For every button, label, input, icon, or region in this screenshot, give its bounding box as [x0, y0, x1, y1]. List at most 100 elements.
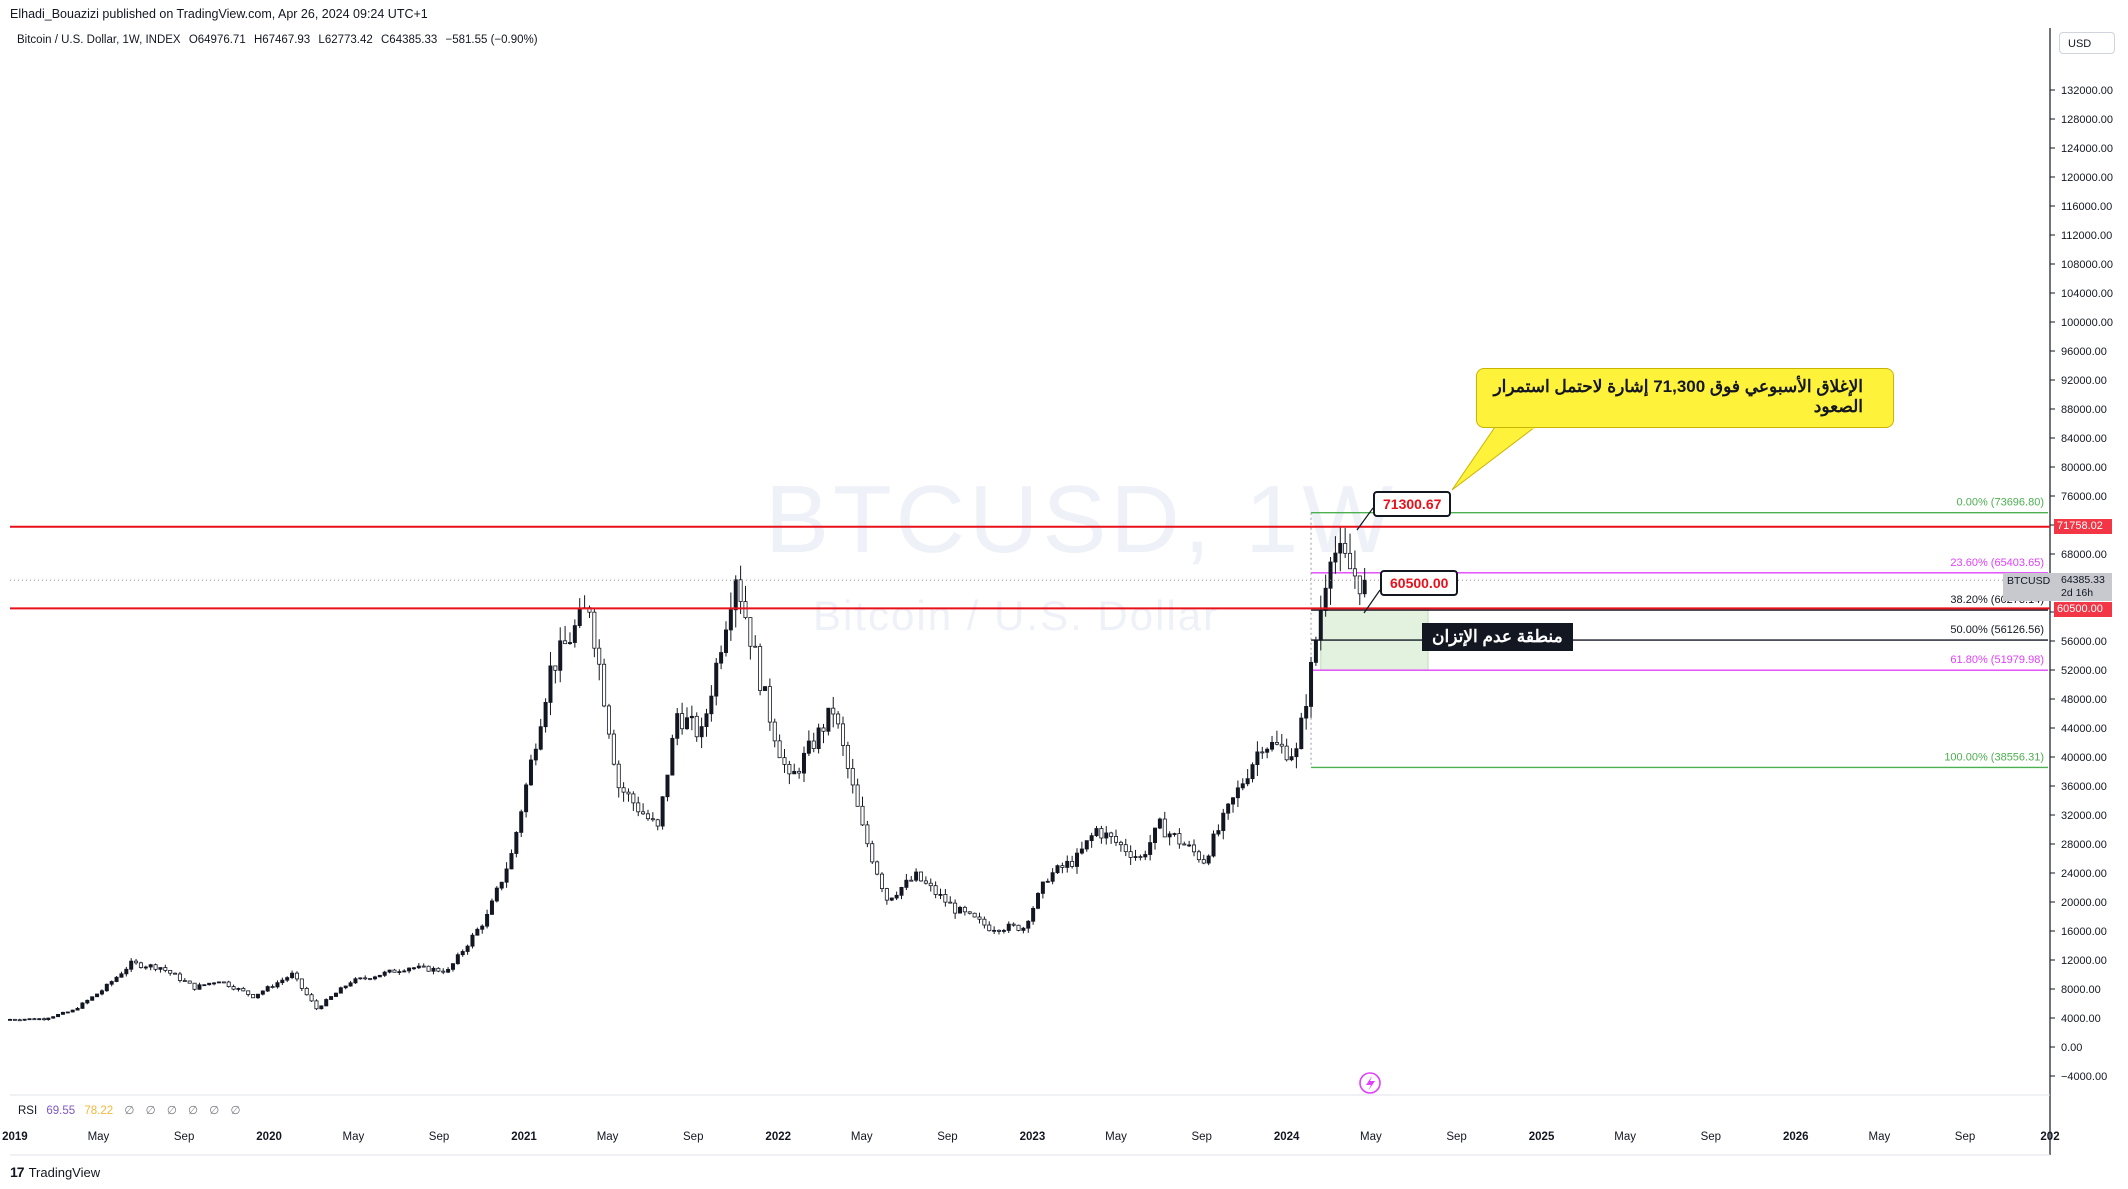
candle-body [1157, 818, 1162, 829]
candle-body [1245, 778, 1250, 785]
candle-body [1294, 748, 1299, 758]
candle-body [446, 968, 451, 973]
candle-body [972, 912, 977, 918]
candle-body [650, 818, 655, 821]
note-callout-pointer [1451, 426, 1537, 491]
candle-body [850, 768, 855, 786]
candle-body [1031, 907, 1036, 922]
candle-body [782, 757, 787, 765]
candle-body [909, 879, 914, 882]
candle-body [533, 748, 538, 761]
price-tick-label: 108000.00 [2061, 259, 2113, 271]
time-tick-label: May [1614, 1131, 1636, 1143]
symbol-legend: Bitcoin / U.S. Dollar, 1W, INDEX O64976.… [17, 34, 543, 46]
time-tick-label: May [1868, 1131, 1890, 1143]
callout-low-price[interactable]: 60500.00 [1380, 570, 1459, 596]
candle-body [524, 784, 529, 813]
candle-body [1070, 860, 1075, 867]
candle-body [499, 881, 504, 889]
candle-body [397, 971, 402, 973]
candle-body [124, 968, 129, 975]
candle-body [680, 713, 685, 730]
candle-body [1153, 827, 1158, 843]
candle-body [494, 887, 499, 902]
candle-body [1279, 743, 1284, 747]
current-price-tag: BTCUSD 64385.33 2d 16h [2003, 573, 2112, 601]
symbol-title[interactable]: Bitcoin / U.S. Dollar, 1W, INDEX [17, 34, 181, 46]
candle-body [553, 665, 558, 671]
candle-body [1313, 639, 1318, 663]
candle-body [60, 1011, 65, 1015]
currency-selector[interactable]: USD [2059, 32, 2115, 54]
candle-body [216, 981, 221, 984]
candle-body [767, 686, 772, 723]
candle-body [70, 1009, 75, 1013]
tradingview-brand: TradingView [28, 1164, 101, 1180]
candle-body [27, 1018, 32, 1021]
candle-body [1075, 852, 1080, 867]
candle-body [275, 982, 280, 988]
time-tick-label: May [1105, 1131, 1127, 1143]
candle-body [333, 992, 338, 997]
price-tick-label: 48000.00 [2061, 694, 2107, 706]
candle-body [1045, 880, 1050, 883]
candle-body [923, 880, 928, 884]
candle-body [402, 970, 407, 973]
candle-body [1338, 542, 1343, 554]
candle-body [865, 824, 870, 845]
candle-body [1211, 833, 1216, 857]
candle-body [265, 986, 270, 992]
candle-body [436, 967, 441, 972]
candle-body [143, 966, 148, 969]
candle-body [251, 994, 256, 999]
candle-body [904, 879, 909, 888]
time-tick-label: 2025 [1529, 1131, 1555, 1143]
candle-body [1235, 787, 1240, 799]
watermark-description: Bitcoin / U.S. Dollar [813, 592, 1220, 639]
candle-body [611, 733, 616, 765]
candle-body [792, 770, 797, 775]
tradingview-footer[interactable]: 17 TradingView [10, 1164, 100, 1180]
imbalance-zone-label[interactable]: منطقة عدم الإتزان [1422, 623, 1573, 651]
price-tick-label: 112000.00 [2061, 230, 2112, 242]
rsi-legend: RSI 69.55 78.22 ∅ ∅ ∅ ∅ ∅ ∅ [18, 1103, 241, 1117]
candle-body [441, 970, 446, 973]
price-tick-label: 24000.00 [2061, 868, 2107, 880]
candle-body [675, 713, 680, 739]
callout-high-price[interactable]: 71300.67 [1373, 491, 1452, 517]
candle-body [699, 726, 704, 738]
time-tick-label: Sep [1701, 1131, 1721, 1143]
candle-body [1026, 920, 1031, 929]
candle-body [1226, 803, 1231, 814]
candle-body [514, 831, 519, 854]
candle-body [475, 928, 480, 936]
candle-body [177, 973, 182, 981]
candle-body [319, 1005, 324, 1010]
candle-body [153, 964, 158, 970]
candle-body [1216, 830, 1221, 835]
time-tick-label: Sep [1191, 1131, 1211, 1143]
rsi-na-3: ∅ [166, 1105, 177, 1117]
lightning-icon-bolt [1366, 1076, 1375, 1091]
candle-body [1050, 872, 1055, 882]
candle-body [1343, 542, 1348, 554]
candle-body [80, 1002, 85, 1009]
candle-body [1270, 742, 1275, 750]
candle-body [22, 1018, 27, 1021]
candle-body [480, 925, 485, 930]
note-callout[interactable]: الإغلاق الأسبوعي فوق 71,300 إشارة لاحتمل… [1476, 368, 1894, 428]
candle-body [1148, 842, 1153, 855]
candle-body [884, 888, 889, 901]
candle-body [1352, 568, 1357, 577]
candle-body [280, 979, 285, 984]
rsi-label[interactable]: RSI [18, 1105, 38, 1117]
candle-body [821, 727, 826, 732]
candle-body [943, 893, 948, 903]
candle-body [416, 965, 421, 969]
candle-body [719, 652, 724, 664]
candle-body [51, 1016, 56, 1019]
candle-body [114, 976, 119, 982]
candle-body [1250, 764, 1255, 780]
candle-body [7, 1018, 12, 1021]
